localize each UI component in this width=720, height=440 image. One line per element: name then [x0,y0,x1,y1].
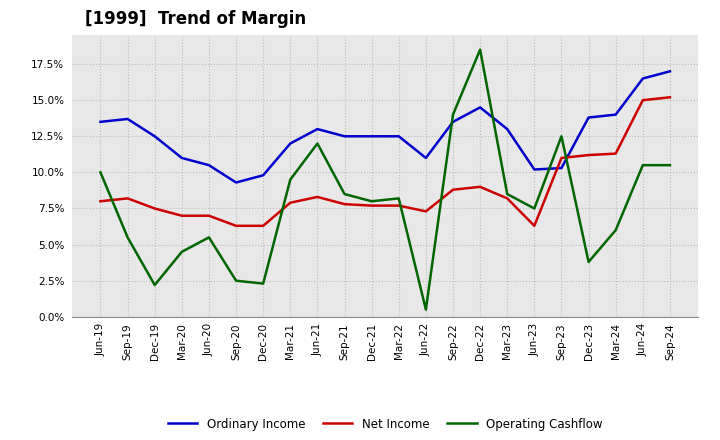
Ordinary Income [665,69,674,74]
Net Income [530,223,539,228]
Net Income [421,209,430,214]
Ordinary Income [530,167,539,172]
Operating Cashflow [286,177,294,182]
Line: Operating Cashflow: Operating Cashflow [101,50,670,310]
Operating Cashflow [313,141,322,146]
Net Income [665,95,674,100]
Ordinary Income [421,155,430,161]
Net Income [367,203,376,208]
Net Income [341,202,349,207]
Ordinary Income [259,172,268,178]
Net Income [557,155,566,161]
Ordinary Income [341,134,349,139]
Net Income [96,198,105,204]
Ordinary Income [204,162,213,168]
Net Income [232,223,240,228]
Net Income [123,196,132,201]
Legend: Ordinary Income, Net Income, Operating Cashflow: Ordinary Income, Net Income, Operating C… [163,413,608,435]
Operating Cashflow [341,191,349,197]
Net Income [584,152,593,158]
Operating Cashflow [476,47,485,52]
Net Income [503,196,511,201]
Ordinary Income [584,115,593,120]
Operating Cashflow [611,227,620,233]
Operating Cashflow [395,196,403,201]
Ordinary Income [367,134,376,139]
Ordinary Income [232,180,240,185]
Operating Cashflow [557,134,566,139]
Ordinary Income [286,141,294,146]
Operating Cashflow [421,307,430,312]
Net Income [178,213,186,218]
Net Income [476,184,485,190]
Net Income [639,98,647,103]
Operating Cashflow [584,259,593,264]
Ordinary Income [96,119,105,125]
Ordinary Income [611,112,620,117]
Ordinary Income [639,76,647,81]
Line: Net Income: Net Income [101,97,670,226]
Text: [1999]  Trend of Margin: [1999] Trend of Margin [84,10,306,28]
Net Income [259,223,268,228]
Ordinary Income [150,134,159,139]
Ordinary Income [503,126,511,132]
Operating Cashflow [503,191,511,197]
Ordinary Income [476,105,485,110]
Net Income [611,151,620,156]
Operating Cashflow [204,235,213,240]
Net Income [449,187,457,192]
Ordinary Income [313,126,322,132]
Net Income [313,194,322,200]
Net Income [204,213,213,218]
Operating Cashflow [96,170,105,175]
Operating Cashflow [123,235,132,240]
Operating Cashflow [639,162,647,168]
Operating Cashflow [530,206,539,211]
Ordinary Income [557,165,566,171]
Operating Cashflow [232,278,240,283]
Operating Cashflow [259,281,268,286]
Ordinary Income [178,155,186,161]
Operating Cashflow [665,162,674,168]
Operating Cashflow [178,249,186,254]
Net Income [286,200,294,205]
Operating Cashflow [367,198,376,204]
Net Income [395,203,403,208]
Ordinary Income [123,116,132,121]
Ordinary Income [449,119,457,125]
Line: Ordinary Income: Ordinary Income [101,71,670,183]
Net Income [150,206,159,211]
Ordinary Income [395,134,403,139]
Operating Cashflow [150,282,159,288]
Operating Cashflow [449,112,457,117]
